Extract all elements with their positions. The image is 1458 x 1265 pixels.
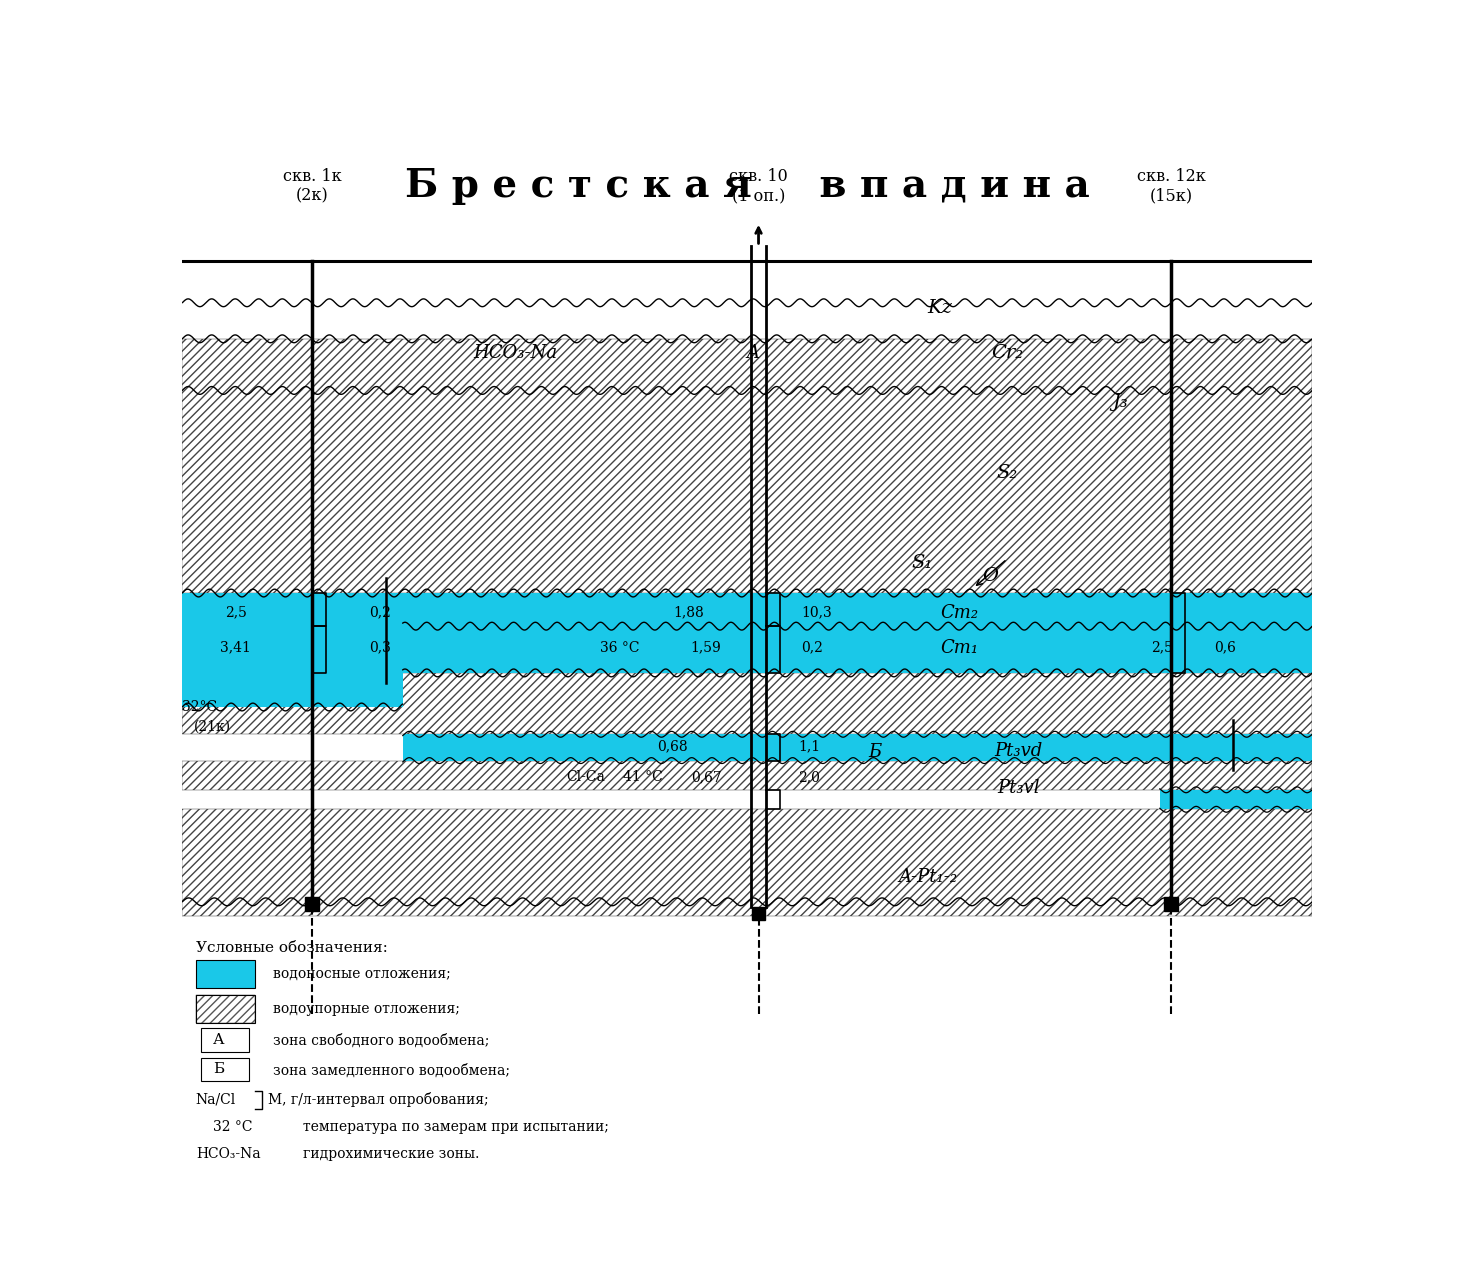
Polygon shape xyxy=(182,261,1312,302)
Text: водоупорные отложения;: водоупорные отложения; xyxy=(273,1002,459,1016)
Text: Cl-Ca: Cl-Ca xyxy=(566,770,605,784)
Text: температура по замерам при испытании;: температура по замерам при испытании; xyxy=(303,1120,609,1133)
Polygon shape xyxy=(182,760,1312,789)
Text: 36 °C: 36 °C xyxy=(601,640,640,654)
Text: A-Pt₁-₂: A-Pt₁-₂ xyxy=(898,869,958,887)
Text: Kz: Kz xyxy=(927,299,952,316)
Bar xyxy=(195,996,255,1022)
Text: зона замедленного водообмена;: зона замедленного водообмена; xyxy=(273,1063,510,1078)
Text: O: O xyxy=(983,567,999,584)
Text: 32 °C: 32 °C xyxy=(213,1120,252,1133)
Text: 1,88: 1,88 xyxy=(674,606,704,620)
Text: 2,5: 2,5 xyxy=(225,606,246,620)
Bar xyxy=(195,960,255,988)
Bar xyxy=(1163,897,1178,911)
Text: Б: Б xyxy=(213,1063,225,1077)
Text: 0,2: 0,2 xyxy=(369,606,391,620)
Text: 1,59: 1,59 xyxy=(691,640,722,654)
Text: 0,67: 0,67 xyxy=(691,770,722,784)
Text: HCO₃-Na: HCO₃-Na xyxy=(474,344,557,363)
Text: 32°C: 32°C xyxy=(182,700,217,713)
Polygon shape xyxy=(182,810,1312,916)
Polygon shape xyxy=(182,261,1312,916)
Text: 10,3: 10,3 xyxy=(802,606,833,620)
Text: Cm₁: Cm₁ xyxy=(940,639,978,657)
Text: 1,1: 1,1 xyxy=(798,739,821,753)
Text: S₁: S₁ xyxy=(911,554,933,572)
Text: скв. 12к
(15к): скв. 12к (15к) xyxy=(1137,168,1206,205)
Bar xyxy=(752,907,765,921)
Polygon shape xyxy=(402,734,1312,760)
Polygon shape xyxy=(195,996,255,1022)
Text: водоносные отложения;: водоносные отложения; xyxy=(273,966,451,980)
Text: Cm₂: Cm₂ xyxy=(940,603,978,621)
Text: скв. 10
(1 оп.): скв. 10 (1 оп.) xyxy=(729,168,787,205)
Text: 2,0: 2,0 xyxy=(798,770,819,784)
Bar xyxy=(201,1028,249,1051)
Text: Na/Cl: Na/Cl xyxy=(195,1093,236,1107)
Text: Условные обозначения:: Условные обозначения: xyxy=(195,941,388,955)
Text: А: А xyxy=(213,1034,225,1047)
Polygon shape xyxy=(182,673,1312,734)
Text: Pt₃vd: Pt₃vd xyxy=(994,741,1042,760)
Polygon shape xyxy=(1159,789,1312,810)
Text: 41 °C: 41 °C xyxy=(623,770,663,784)
Text: HCO₃-Na: HCO₃-Na xyxy=(195,1147,261,1161)
Text: Cr₂: Cr₂ xyxy=(991,344,1024,363)
Text: A: A xyxy=(746,344,760,363)
Bar xyxy=(201,1058,249,1082)
Text: М, г/л-интервал опробования;: М, г/л-интервал опробования; xyxy=(268,1092,488,1107)
Text: 0,3: 0,3 xyxy=(369,640,391,654)
Text: S₂: S₂ xyxy=(996,464,1018,482)
Polygon shape xyxy=(402,593,1312,626)
Text: (21к): (21к) xyxy=(194,720,230,734)
Text: 0,6: 0,6 xyxy=(1215,640,1236,654)
Text: 2,5: 2,5 xyxy=(1150,640,1172,654)
Polygon shape xyxy=(402,626,1312,673)
Polygon shape xyxy=(182,302,1312,339)
Text: Б р е с т с к а я     в п а д и н а: Б р е с т с к а я в п а д и н а xyxy=(405,167,1089,205)
Text: 0,68: 0,68 xyxy=(656,739,688,753)
Text: 0,2: 0,2 xyxy=(802,640,824,654)
Polygon shape xyxy=(182,593,402,707)
Text: Pt₃vl: Pt₃vl xyxy=(997,779,1040,797)
Text: J₃: J₃ xyxy=(1112,393,1128,411)
Text: зона свободного водообмена;: зона свободного водообмена; xyxy=(273,1034,488,1049)
Bar xyxy=(305,897,319,911)
Text: скв. 1к
(2к): скв. 1к (2к) xyxy=(283,168,341,205)
Text: гидрохимические зоны.: гидрохимические зоны. xyxy=(303,1147,480,1161)
Text: Б: Б xyxy=(869,743,882,760)
Text: 3,41: 3,41 xyxy=(220,640,251,654)
Polygon shape xyxy=(182,339,1312,593)
